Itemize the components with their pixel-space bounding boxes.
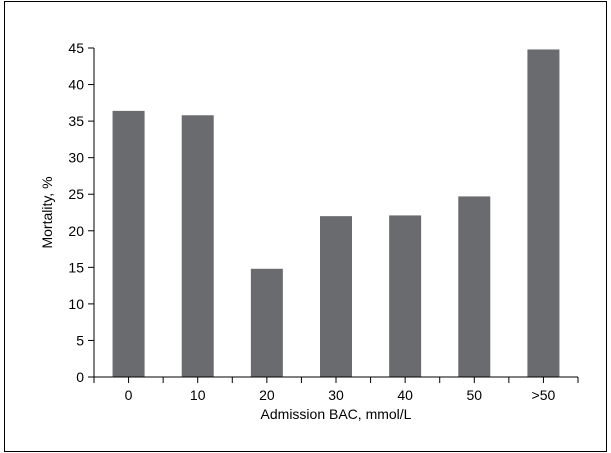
bar <box>389 215 422 377</box>
figure-frame <box>4 1 607 452</box>
x-tick-label: 0 <box>125 387 133 403</box>
x-tick-label: 10 <box>190 387 206 403</box>
y-tick-label: 35 <box>68 113 84 129</box>
bar <box>320 216 352 377</box>
y-tick-label: 40 <box>68 77 84 93</box>
y-tick-label: 10 <box>68 296 84 312</box>
y-tick-label: 5 <box>76 332 84 348</box>
x-tick-label: 30 <box>328 387 344 403</box>
x-axis-ticks: 0 10 20 30 40 50 >50 <box>93 377 579 403</box>
y-axis-title: Mortality, % <box>39 176 55 248</box>
y-tick-label: 30 <box>68 150 84 166</box>
bar <box>458 196 491 377</box>
x-tick-label: 20 <box>259 387 275 403</box>
bars <box>112 49 560 378</box>
y-axis-ticks: 0 5 10 15 20 25 30 35 40 45 <box>68 40 94 385</box>
y-tick-label: 0 <box>76 369 84 385</box>
bar <box>112 110 145 378</box>
y-tick-label: 15 <box>68 259 84 275</box>
y-tick-label: 45 <box>68 40 84 56</box>
bar <box>527 49 560 378</box>
y-tick-label: 20 <box>68 223 84 239</box>
bar <box>181 115 214 378</box>
y-tick-label: 25 <box>68 186 84 202</box>
x-tick-label: >50 <box>532 387 556 403</box>
x-tick-label: 40 <box>397 387 413 403</box>
bar <box>250 268 283 377</box>
x-tick-label: 50 <box>466 387 482 403</box>
x-axis-title: Admission BAC, mmol/L <box>261 406 412 422</box>
plot-area: 0 5 10 15 20 25 30 35 40 45 0 10 20 30 40 50 >50 <box>68 40 579 403</box>
